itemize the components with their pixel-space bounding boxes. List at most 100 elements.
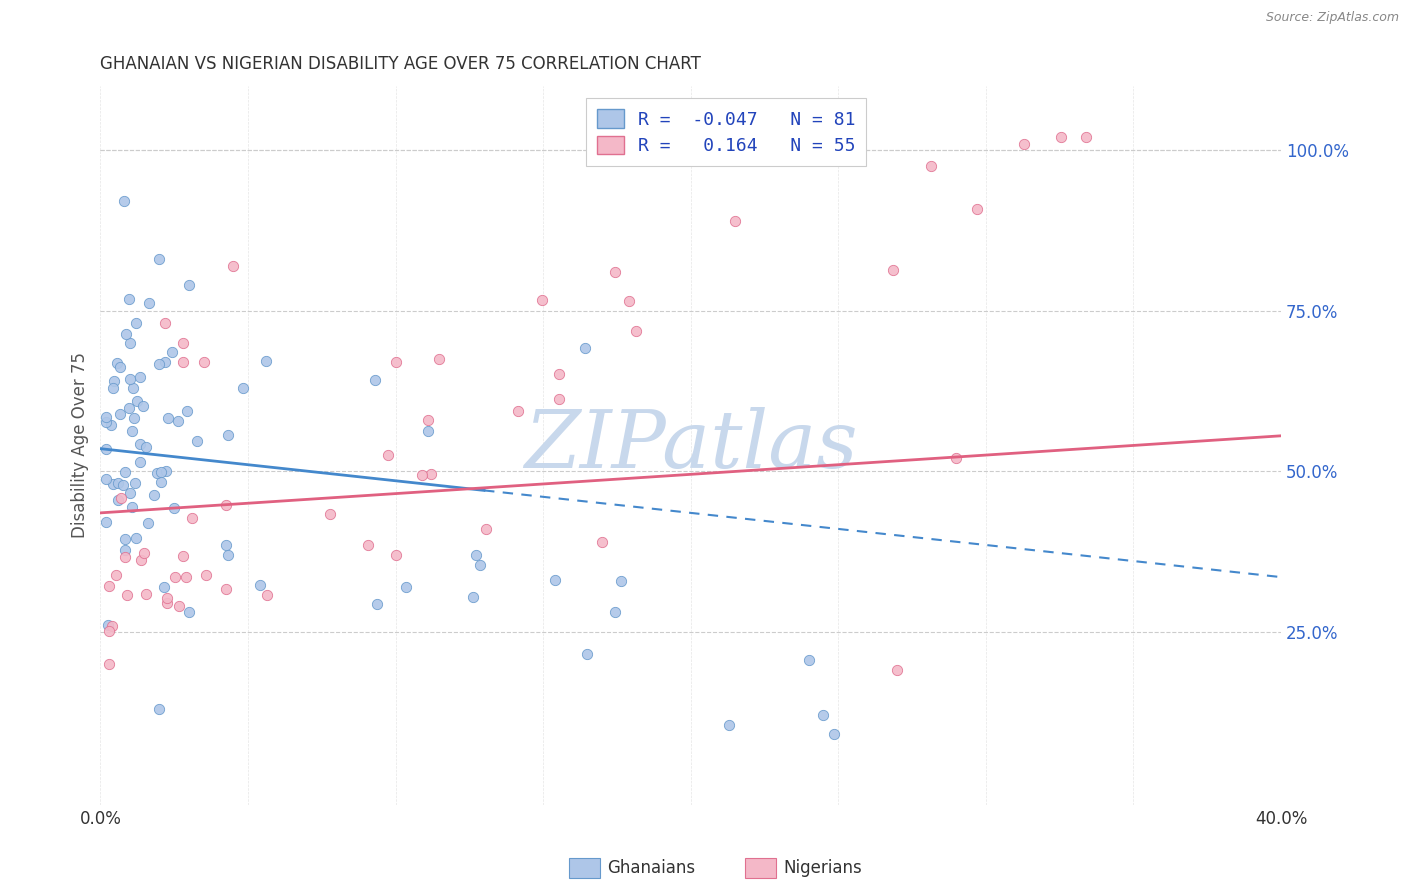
Point: [920, 159, 942, 173]
Point: [152, 581, 174, 595]
Point: [112, 478, 135, 492]
Point: [823, 727, 845, 741]
Point: [160, 344, 183, 359]
Point: [101, 381, 124, 395]
Point: [122, 410, 145, 425]
Point: [114, 532, 136, 546]
Point: [98, 624, 121, 638]
Point: [112, 194, 135, 209]
Point: [384, 355, 406, 369]
Point: [886, 663, 908, 677]
Point: [217, 428, 239, 442]
Point: [817, 130, 839, 145]
Point: [114, 465, 136, 479]
Point: [149, 475, 172, 490]
Point: [118, 335, 141, 350]
Point: [118, 292, 141, 306]
Point: [135, 587, 157, 601]
Point: [114, 543, 136, 558]
Point: [156, 596, 179, 610]
Point: [155, 464, 177, 478]
Point: [222, 259, 245, 273]
Point: [256, 588, 278, 602]
Point: [249, 577, 271, 591]
Point: [128, 370, 150, 384]
Point: [176, 404, 198, 418]
Point: [146, 466, 169, 480]
Point: [474, 522, 496, 536]
Legend: R =  -0.047   N = 81, R =   0.164   N = 55: R = -0.047 N = 81, R = 0.164 N = 55: [586, 98, 866, 166]
Point: [214, 498, 236, 512]
Text: Ghanaians: Ghanaians: [607, 859, 696, 877]
Point: [127, 394, 149, 409]
Point: [575, 647, 598, 661]
Point: [254, 354, 277, 368]
Point: [150, 465, 173, 479]
Point: [544, 573, 567, 587]
Point: [357, 538, 380, 552]
Point: [101, 618, 124, 632]
Point: [366, 597, 388, 611]
Point: [1049, 130, 1071, 145]
Point: [531, 293, 554, 307]
Point: [121, 500, 143, 514]
Point: [121, 424, 143, 438]
Point: [416, 413, 439, 427]
Point: [966, 202, 988, 216]
Point: [132, 546, 155, 560]
Point: [619, 294, 641, 309]
Point: [1074, 130, 1097, 145]
Point: [98, 579, 121, 593]
Point: [156, 411, 179, 425]
Point: [377, 448, 399, 462]
Point: [107, 493, 129, 508]
Text: GHANAIAN VS NIGERIAN DISABILITY AGE OVER 75 CORRELATION CHART: GHANAIAN VS NIGERIAN DISABILITY AGE OVER…: [100, 55, 702, 73]
Point: [96, 442, 118, 457]
Point: [364, 373, 387, 387]
Point: [945, 451, 967, 466]
Point: [591, 534, 613, 549]
Point: [416, 424, 439, 438]
Point: [105, 356, 128, 370]
Point: [177, 277, 200, 292]
Point: [797, 653, 820, 667]
Point: [548, 392, 571, 407]
Point: [217, 548, 239, 562]
Point: [138, 296, 160, 310]
Point: [232, 381, 254, 395]
Point: [181, 511, 204, 525]
Point: [463, 590, 485, 604]
Point: [195, 567, 218, 582]
Point: [148, 702, 170, 716]
Point: [103, 374, 125, 388]
Point: [172, 355, 194, 369]
Point: [107, 475, 129, 490]
Point: [148, 357, 170, 371]
Point: [128, 436, 150, 450]
Point: [155, 355, 177, 369]
Point: [419, 467, 441, 481]
Text: ZIPatlas: ZIPatlas: [524, 407, 858, 484]
Point: [129, 553, 152, 567]
Point: [125, 532, 148, 546]
Point: [174, 570, 197, 584]
Point: [167, 414, 190, 428]
Point: [97, 618, 120, 632]
Point: [96, 473, 118, 487]
Point: [163, 570, 186, 584]
Point: [319, 507, 342, 521]
Point: [548, 367, 571, 381]
Point: [395, 580, 418, 594]
Point: [117, 588, 139, 602]
Point: [100, 417, 122, 432]
Point: [468, 558, 491, 572]
Text: Nigerians: Nigerians: [783, 859, 862, 877]
Point: [177, 606, 200, 620]
Point: [811, 707, 834, 722]
Point: [1014, 137, 1036, 152]
Point: [142, 488, 165, 502]
Point: [118, 372, 141, 386]
Point: [98, 657, 121, 671]
Point: [155, 317, 177, 331]
Point: [718, 718, 741, 732]
